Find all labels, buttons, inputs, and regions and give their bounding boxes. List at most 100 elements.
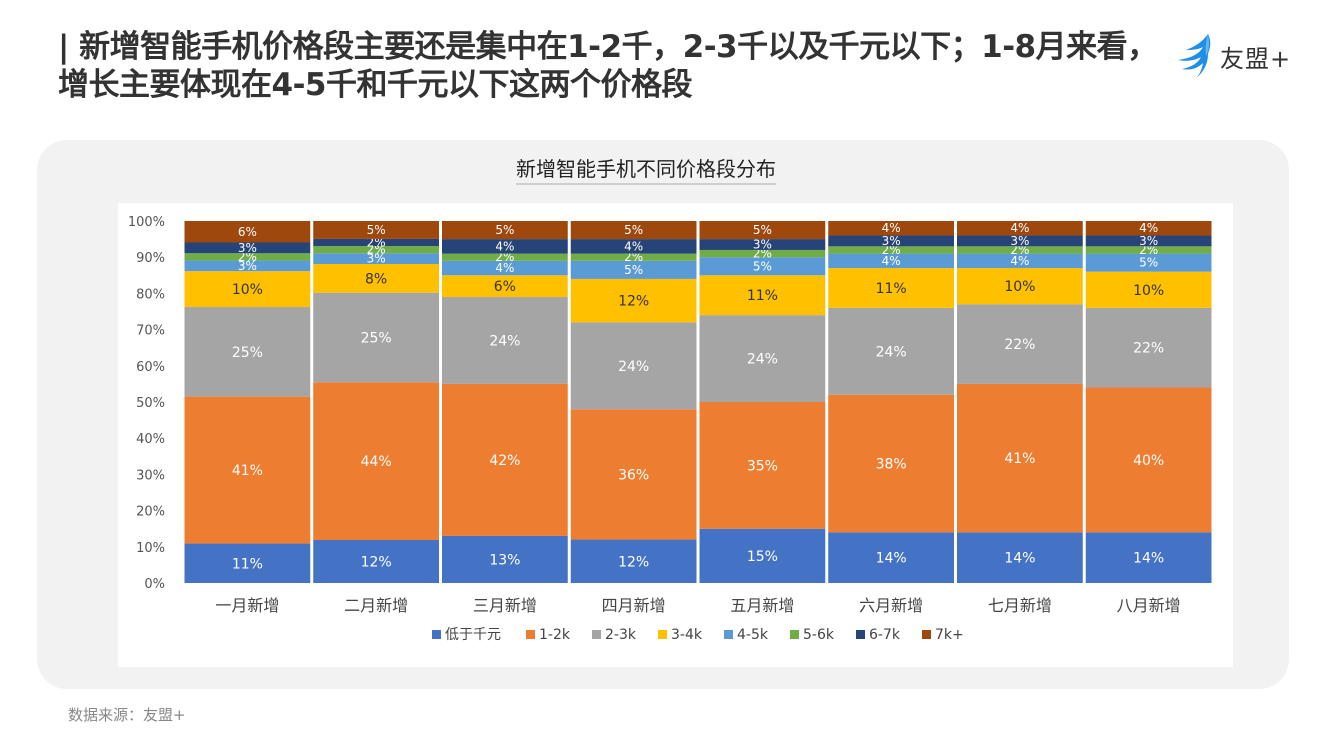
bar-segment bbox=[570, 409, 697, 540]
data-label: 5% bbox=[495, 223, 514, 237]
bar-segment bbox=[184, 221, 311, 243]
bar-segment bbox=[442, 297, 568, 384]
page-headline: | 新增智能手机价格段主要还是集中在1-2千，2-3千以及千元以下；1-8月来看… bbox=[58, 29, 1158, 103]
bar-segment bbox=[828, 532, 954, 583]
data-label: 24% bbox=[618, 359, 649, 375]
legend-label: 低于千元 bbox=[445, 627, 501, 643]
legend-label: 7k+ bbox=[935, 627, 964, 643]
legend-label: 4-5k bbox=[737, 627, 769, 643]
legend-label: 6-7k bbox=[869, 627, 901, 643]
bar-segment bbox=[1085, 387, 1212, 533]
chart-plot-area: 0% 10% 20% 30% 40% 50% 60% 70% 80% 90% 100% 11% 41% 2… bbox=[118, 203, 1233, 667]
bar-segment bbox=[1085, 307, 1212, 388]
bar-segment bbox=[570, 322, 697, 410]
bar-segment bbox=[699, 239, 826, 250]
y-tick-label: 100% bbox=[128, 215, 165, 230]
legend-label: 2-3k bbox=[605, 627, 637, 643]
data-label: 24% bbox=[876, 344, 907, 360]
data-label: 36% bbox=[618, 467, 649, 483]
bar-segment bbox=[1085, 235, 1212, 247]
bar-segment bbox=[957, 221, 1083, 236]
data-label: 15% bbox=[747, 549, 778, 565]
y-tick-label: 50% bbox=[136, 396, 165, 411]
bar-segment bbox=[957, 532, 1083, 583]
y-tick-label: 90% bbox=[136, 251, 165, 266]
data-label: 2% bbox=[367, 236, 386, 250]
bar-segment bbox=[699, 528, 826, 583]
bar-segment bbox=[699, 315, 826, 402]
bar-segment bbox=[828, 394, 954, 533]
data-label: 4% bbox=[495, 261, 514, 275]
legend-swatch bbox=[658, 630, 667, 639]
data-label: 41% bbox=[232, 463, 263, 479]
data-label: 11% bbox=[232, 556, 263, 572]
x-tick-label: 四月新增 bbox=[602, 596, 666, 615]
data-label: 24% bbox=[747, 352, 778, 368]
bar-segment bbox=[1085, 532, 1212, 583]
bar-segment bbox=[957, 235, 1083, 247]
bar-segment bbox=[442, 260, 568, 276]
bar-segment bbox=[570, 539, 697, 583]
data-label: 14% bbox=[876, 551, 907, 567]
bar-segment bbox=[313, 221, 439, 239]
bar-segment bbox=[957, 383, 1083, 533]
bar-segment bbox=[184, 543, 311, 583]
x-tick-label: 三月新增 bbox=[473, 596, 537, 615]
bar-segment bbox=[442, 383, 568, 536]
data-label: 44% bbox=[361, 454, 392, 470]
data-label: 5% bbox=[1139, 256, 1158, 270]
data-label: 22% bbox=[1133, 341, 1164, 357]
bar-segment bbox=[442, 253, 568, 261]
bar-segment bbox=[313, 292, 439, 383]
legend-swatch bbox=[856, 630, 865, 639]
bar-segment bbox=[184, 253, 311, 261]
y-tick-label: 0% bbox=[144, 577, 165, 592]
data-label: 2% bbox=[1010, 243, 1029, 257]
brand-logo: 友盟+ bbox=[1172, 30, 1312, 82]
data-label: 6% bbox=[494, 279, 516, 295]
bar-segment bbox=[1085, 271, 1212, 308]
y-tick-label: 40% bbox=[136, 432, 165, 447]
bar-segment bbox=[313, 246, 439, 254]
legend-swatch bbox=[592, 630, 601, 639]
data-label: 42% bbox=[489, 453, 520, 469]
data-label: 4% bbox=[882, 254, 901, 268]
legend-swatch bbox=[724, 630, 733, 639]
data-label: 24% bbox=[489, 333, 520, 349]
bar-segment bbox=[442, 275, 568, 298]
x-tick-label: 二月新增 bbox=[344, 596, 408, 615]
data-label: 2% bbox=[238, 250, 257, 264]
bar-segment bbox=[313, 382, 439, 540]
data-label: 12% bbox=[361, 554, 392, 570]
bar-segment bbox=[313, 264, 439, 293]
data-label: 2% bbox=[624, 250, 643, 264]
data-label: 35% bbox=[747, 458, 778, 474]
data-label: 38% bbox=[876, 457, 907, 473]
data-label: 10% bbox=[1133, 283, 1164, 299]
legend-swatch bbox=[922, 630, 931, 639]
bar-segment bbox=[699, 275, 826, 316]
bar-segment bbox=[828, 246, 954, 254]
data-label: 5% bbox=[753, 259, 772, 273]
data-label: 14% bbox=[1004, 551, 1035, 567]
bar-segment bbox=[313, 539, 439, 583]
bar-segment bbox=[570, 221, 697, 240]
bar-segment bbox=[184, 396, 311, 544]
data-label: 10% bbox=[1004, 279, 1035, 295]
bar-segment bbox=[957, 304, 1083, 384]
legend-swatch bbox=[790, 630, 799, 639]
chart-title: 新增智能手机不同价格段分布 bbox=[0, 153, 1292, 185]
x-tick-label: 六月新增 bbox=[859, 596, 923, 615]
data-label: 14% bbox=[1133, 551, 1164, 567]
bar-segment bbox=[184, 271, 311, 308]
x-tick-label: 五月新增 bbox=[730, 596, 794, 615]
bar-segment bbox=[313, 253, 439, 265]
bar-segment bbox=[957, 246, 1083, 254]
data-label: 25% bbox=[232, 345, 263, 361]
bar-segment bbox=[1085, 221, 1212, 236]
data-label: 11% bbox=[876, 281, 907, 297]
brand-name: 友盟+ bbox=[1220, 44, 1292, 73]
bar-segment bbox=[828, 307, 954, 395]
data-label: 2% bbox=[1139, 243, 1158, 257]
bar-segment bbox=[828, 221, 954, 236]
